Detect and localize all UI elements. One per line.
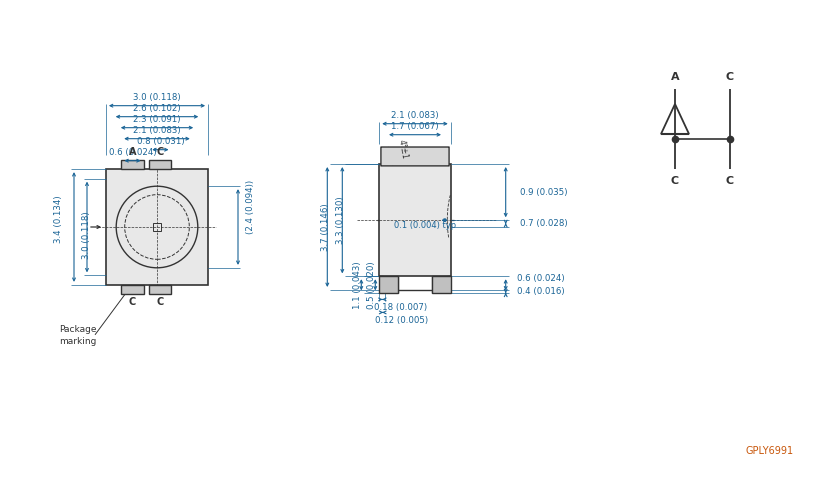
Text: 3.3 (0.130): 3.3 (0.130) [336, 196, 345, 244]
Text: Package: Package [59, 325, 97, 334]
Bar [149, 160, 171, 169]
Text: 0.12 (0.005): 0.12 (0.005) [375, 316, 428, 325]
Text: 0.6 (0.024): 0.6 (0.024) [109, 148, 156, 157]
Text: A: A [129, 147, 136, 157]
Text: 3.0 (0.118): 3.0 (0.118) [133, 93, 181, 102]
Text: 2.1 (0.083): 2.1 (0.083) [391, 111, 439, 120]
Bar [379, 276, 398, 293]
Text: 2.3 (0.091): 2.3 (0.091) [133, 115, 181, 124]
Bar [149, 285, 171, 294]
Text: (2.4 (0.094)): (2.4 (0.094)) [246, 180, 255, 234]
Bar [121, 285, 143, 294]
Text: C: C [156, 147, 164, 157]
Text: 4°±1: 4°±1 [397, 139, 410, 160]
Bar [153, 223, 161, 231]
FancyBboxPatch shape [381, 147, 449, 166]
Text: 0.5 (0.020): 0.5 (0.020) [367, 261, 376, 308]
Bar [106, 169, 208, 285]
Text: C: C [129, 297, 136, 308]
Bar [379, 164, 450, 276]
Text: A: A [671, 72, 679, 82]
Text: 0.7 (0.028): 0.7 (0.028) [520, 219, 568, 228]
Text: 2.6 (0.102): 2.6 (0.102) [133, 104, 181, 113]
Text: 2.1 (0.083): 2.1 (0.083) [133, 126, 181, 135]
Text: 0.1 (0.004) typ: 0.1 (0.004) typ [394, 221, 456, 230]
Text: C: C [671, 176, 679, 186]
Text: 0.9 (0.035): 0.9 (0.035) [520, 188, 568, 197]
Text: 3.0 (0.118): 3.0 (0.118) [83, 211, 92, 259]
Bar [432, 276, 450, 293]
Text: 0.6 (0.024): 0.6 (0.024) [517, 274, 564, 283]
Text: GPLY6991: GPLY6991 [745, 446, 793, 456]
Bar [121, 160, 143, 169]
Text: C: C [726, 72, 734, 82]
Text: 1.1 (0.043): 1.1 (0.043) [353, 261, 362, 308]
Text: C: C [726, 176, 734, 186]
Text: 0.8 (0.031): 0.8 (0.031) [137, 137, 184, 146]
Text: marking: marking [59, 337, 97, 346]
Text: 3.7 (0.146): 3.7 (0.146) [321, 203, 330, 251]
Text: C: C [156, 297, 164, 308]
Text: 1.7 (0.067): 1.7 (0.067) [391, 122, 439, 131]
Text: 0.4 (0.016): 0.4 (0.016) [517, 287, 564, 296]
Text: 3.4 (0.134): 3.4 (0.134) [53, 195, 62, 243]
Text: 0.18 (0.007): 0.18 (0.007) [373, 303, 427, 312]
